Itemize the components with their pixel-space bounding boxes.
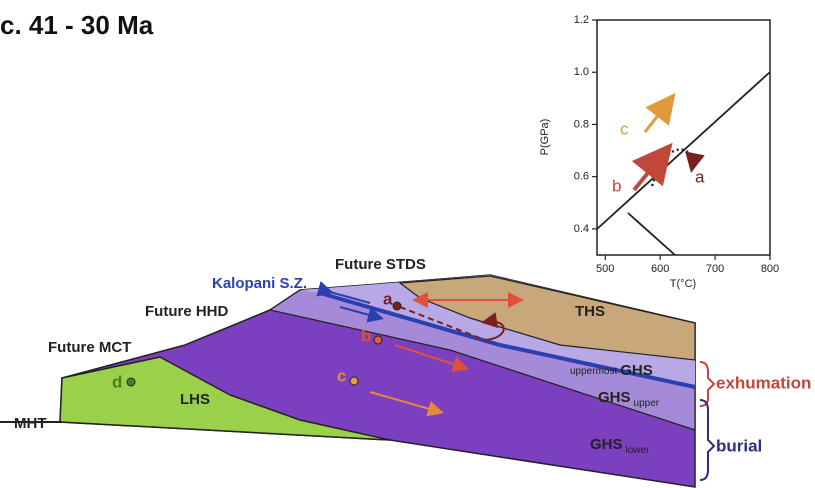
title: c. 41 - 30 Ma (0, 10, 154, 40)
y-axis-label: P(GPa) (539, 119, 551, 156)
unit-qualifier: lower (626, 445, 651, 456)
unit-qualifier: upper (634, 398, 660, 409)
path-label: b (612, 176, 621, 195)
x-tick-label: 800 (761, 263, 779, 275)
x-tick-label: 500 (596, 263, 614, 275)
y-tick-label: 0.4 (574, 223, 589, 235)
diagram: c. 41 - 30 Ma a b c d Future STDS Kalopa… (0, 0, 815, 488)
structure-label: Future HHD (145, 303, 228, 320)
y-tick-label: 0.8 (574, 118, 589, 130)
cross-section: a b c d Future STDS Kalopani S.Z. Future… (0, 256, 811, 487)
unit-qualifier: uppermost (570, 366, 617, 377)
point-label: c (337, 366, 346, 385)
unit-name: GHS (590, 436, 623, 453)
unit-name: GHS (620, 362, 653, 379)
bracket-label: exhumation (716, 373, 811, 392)
unit-label: LHS (180, 391, 210, 408)
point (350, 377, 358, 385)
point (393, 302, 401, 310)
path-label: a (695, 167, 705, 186)
structure-label: Future MCT (48, 339, 131, 356)
bracket (700, 400, 714, 480)
structure-label: MHT (14, 415, 47, 432)
point-label: d (112, 372, 122, 391)
point-label: a (383, 289, 393, 308)
path-label: c (620, 119, 629, 138)
unit-label: THS (575, 303, 605, 320)
x-tick-label: 600 (651, 263, 669, 275)
bracket-label: burial (716, 436, 762, 455)
structure-label: Future STDS (335, 256, 426, 273)
point (127, 378, 135, 386)
pt-inset: a b c P(GPa) T(°C) 0.4 0.6 0.8 1.0 1.2 500 600… (539, 14, 779, 290)
point (374, 336, 382, 344)
y-tick-label: 0.6 (574, 171, 589, 183)
x-tick-label: 700 (706, 263, 724, 275)
unit-name: GHS (598, 389, 631, 406)
x-axis-label: T(°C) (670, 278, 696, 290)
y-tick-label: 1.2 (574, 14, 589, 26)
y-tick-label: 1.0 (574, 66, 589, 78)
structure-label: Kalopani S.Z. (212, 275, 307, 292)
point-label: b (361, 326, 371, 345)
